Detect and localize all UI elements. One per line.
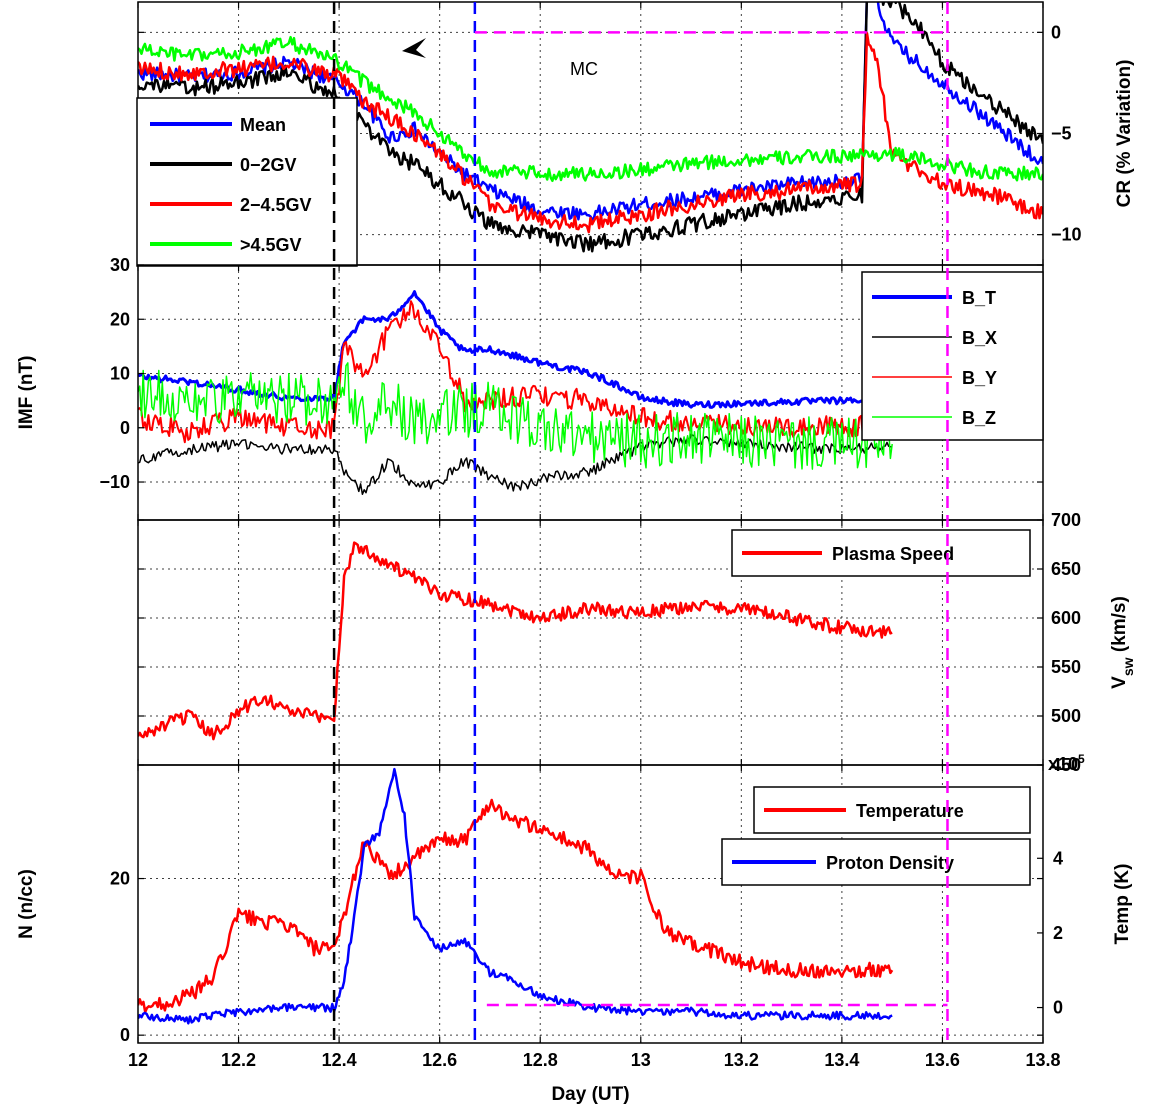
right-y-tick-label: 4 — [1053, 848, 1063, 868]
right-axis-label: Vsw (km/s) — [1109, 596, 1136, 689]
series-line-b-x — [138, 433, 893, 496]
legend-plasma-speed: Plasma Speed — [731, 529, 1031, 577]
y-tick-label: 30 — [110, 255, 130, 275]
y-tick-label: 650 — [1051, 559, 1081, 579]
series-group — [138, 541, 893, 741]
legend-label: Proton Density — [826, 853, 954, 873]
series-line--4-5gv — [138, 35, 1043, 183]
series-group — [138, 2, 1043, 253]
panel-imf: 30 20 10 0 −10 IMF (nT) B_T B_X B_Y B_Z — [16, 255, 1044, 521]
y-axis-label: IMF (nT) — [16, 356, 37, 430]
x-tick-label: 13.6 — [925, 1050, 960, 1070]
series-line-proton-density — [138, 767, 893, 1025]
y-axis-label: N (n/cc) — [16, 869, 37, 939]
y-tick-label: 20 — [110, 309, 130, 329]
right-axis-label-text: Temp (K) — [1112, 864, 1133, 945]
y-tick-label: 550 — [1051, 657, 1081, 677]
panel-cosmic-ray: 0 −5 −10 CR (% Variation) Mean 0−2GV 2−4.5GV >4… — [136, 1, 1135, 267]
right-y-tick-label: 2 — [1053, 923, 1063, 943]
y-tick-label: 450 — [1051, 755, 1081, 775]
exponent-label: x105 — [1048, 752, 1085, 774]
legend-label: B_Y — [962, 368, 997, 388]
series-line-temperature — [138, 798, 894, 1014]
panel-plasma-speed: 700 650 600 550 500 450 Vsw (km/s) Plasma Speed — [137, 510, 1136, 775]
y-tick-label: 700 — [1051, 510, 1081, 530]
x-tick-label: 12.4 — [322, 1050, 357, 1070]
legend-label: 2−4.5GV — [240, 195, 312, 215]
x-tick-label: 12.8 — [523, 1050, 558, 1070]
x-tick-label: 13.4 — [824, 1050, 859, 1070]
y-tick-label: 0 — [120, 1025, 130, 1045]
y-tick-label: −5 — [1051, 124, 1072, 144]
x-tick-label: 13.8 — [1025, 1050, 1060, 1070]
panels-layer: 0 −5 −10 CR (% Variation) Mean 0−2GV 2−4.5GV >4… — [16, 1, 1136, 1105]
series-group — [138, 767, 894, 1025]
legend-box — [861, 271, 1044, 441]
panel-frame — [137, 764, 1044, 1044]
x-tick-label: 12.6 — [422, 1050, 457, 1070]
legend-label: B_T — [962, 288, 996, 308]
legend-label: B_Z — [962, 408, 996, 428]
legend-imf: B_T B_X B_Y B_Z — [861, 271, 1044, 441]
series-line-2-4-5gv — [138, 31, 1043, 234]
y-tick-label: −10 — [1051, 225, 1082, 245]
legend-label: Mean — [240, 115, 286, 135]
mc-annotation: MC — [570, 59, 598, 79]
legend-cosmic-ray: Mean 0−2GV 2−4.5GV >4.5GV — [136, 97, 358, 267]
right-axis-label: Temp (K) — [1112, 864, 1133, 945]
right-axis-label-text: CR (% Variation) — [1114, 60, 1135, 208]
legend-label: 0−2GV — [240, 155, 297, 175]
series-line-b-t — [138, 290, 893, 409]
x-tick-label: 12.2 — [221, 1050, 256, 1070]
y-tick-label: 500 — [1051, 706, 1081, 726]
y-tick-label: 600 — [1051, 608, 1081, 628]
x-tick-label: 12 — [128, 1050, 148, 1070]
overlay-layer — [332, 2, 949, 1043]
y-tick-label: 0 — [1051, 22, 1061, 42]
series-line-0-2gv — [138, 2, 1043, 253]
right-axis-label: CR (% Variation) — [1114, 60, 1135, 208]
x-tick-label: 13 — [631, 1050, 651, 1070]
series-line-b-z — [138, 362, 893, 470]
y-tick-label: −10 — [99, 472, 130, 492]
y-tick-label: 10 — [110, 364, 130, 384]
legend-label: B_X — [962, 328, 997, 348]
legend-density-temperature: Temperature Proton Density — [721, 786, 1031, 886]
legend-label: Temperature — [856, 801, 964, 821]
legend-label: >4.5GV — [240, 235, 302, 255]
right-y-tick-label: 0 — [1053, 998, 1063, 1018]
x-axis-label: Day (UT) — [551, 1084, 629, 1105]
y-tick-label: 0 — [120, 418, 130, 438]
series-line-mean — [138, 2, 1043, 222]
legend-label: Plasma Speed — [832, 544, 954, 564]
series-group — [138, 290, 893, 496]
arrowhead-annotation — [402, 38, 426, 58]
y-tick-label: 20 — [110, 869, 130, 889]
right-axis-label-text: Vsw (km/s) — [1109, 596, 1136, 689]
series-line-plasma-speed — [138, 541, 893, 741]
x-tick-label: 13.2 — [724, 1050, 759, 1070]
